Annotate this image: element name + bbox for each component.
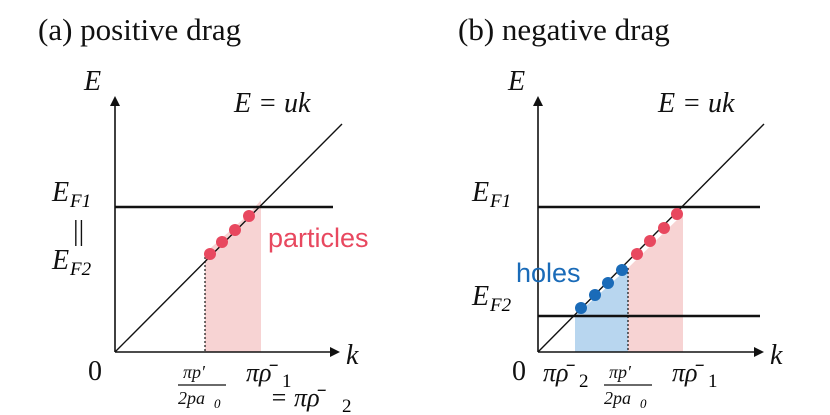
y-axis-label: E — [507, 66, 525, 97]
hole-dot — [616, 264, 628, 276]
hole-dot — [602, 277, 614, 289]
svg-text:F1: F1 — [489, 191, 511, 212]
particle-dot — [229, 224, 241, 236]
svg-text:= πρ̄: = πρ̄ — [270, 383, 327, 412]
x-axis-label: k — [346, 340, 359, 371]
particle-region — [628, 214, 683, 352]
x-axis-label: k — [770, 340, 783, 371]
tick-mid-fraction: πp′ 2pa 0 — [604, 362, 652, 411]
svg-text:1: 1 — [282, 371, 292, 392]
hole-dot — [589, 289, 601, 301]
svg-text:πp′: πp′ — [609, 362, 632, 382]
origin-label: 0 — [88, 356, 102, 387]
y-axis-label: E — [83, 66, 101, 97]
particle-dot — [631, 248, 643, 260]
svg-text:1: 1 — [708, 371, 718, 392]
svg-text:E: E — [51, 245, 69, 276]
ef1-label: E F1 — [51, 177, 91, 212]
panel-b-title: (b) negative drag — [458, 12, 670, 47]
particles-label: particles — [268, 223, 369, 253]
equals-symbol: || — [73, 216, 84, 247]
ef1-label: E F1 — [471, 177, 511, 212]
svg-text:E: E — [51, 177, 69, 208]
svg-text:2pa: 2pa — [604, 388, 631, 408]
particle-dot — [216, 236, 228, 248]
panel-a-title: (a) positive drag — [38, 12, 241, 47]
svg-text:F2: F2 — [489, 295, 512, 316]
origin-label: 0 — [512, 356, 526, 387]
panel-b: (b) negative drag E k 0 E = uk E — [458, 12, 783, 411]
svg-text:0: 0 — [214, 396, 221, 411]
svg-text:2: 2 — [342, 396, 352, 415]
particle-dot — [644, 235, 656, 247]
tick-right-label: πρ̄ 1 = πρ̄ 2 — [246, 358, 352, 415]
ef2-label: E F2 — [51, 245, 92, 280]
svg-text:E: E — [471, 281, 489, 312]
particle-dot — [658, 222, 670, 234]
svg-text:F2: F2 — [69, 259, 92, 280]
svg-text:0: 0 — [640, 396, 647, 411]
panel-a: (a) positive drag E k 0 E = uk E F1 || E… — [38, 12, 369, 415]
dispersion-line — [114, 123, 343, 353]
tick-left-label: πρ̄ 2 — [543, 358, 589, 392]
svg-text:E: E — [471, 177, 489, 208]
ef2-label: E F2 — [471, 281, 512, 316]
svg-text:πρ̄: πρ̄ — [672, 358, 705, 387]
particle-dot — [243, 210, 255, 222]
svg-text:2: 2 — [579, 371, 589, 392]
particle-dot — [204, 248, 216, 260]
tick-left-fraction: πp′ 2pa 0 — [178, 362, 226, 411]
svg-text:πp′: πp′ — [183, 362, 206, 382]
svg-text:F1: F1 — [69, 191, 91, 212]
hole-dot — [575, 302, 587, 314]
line-label: E = uk — [657, 88, 735, 119]
svg-text:2pa: 2pa — [178, 388, 205, 408]
line-label: E = uk — [233, 88, 311, 119]
hole-region — [575, 268, 628, 352]
holes-label: holes — [516, 258, 581, 288]
tick-right-label: πρ̄ 1 — [672, 358, 718, 392]
particle-dot — [671, 208, 683, 220]
particle-region — [205, 200, 261, 352]
svg-text:πρ̄: πρ̄ — [543, 358, 576, 387]
